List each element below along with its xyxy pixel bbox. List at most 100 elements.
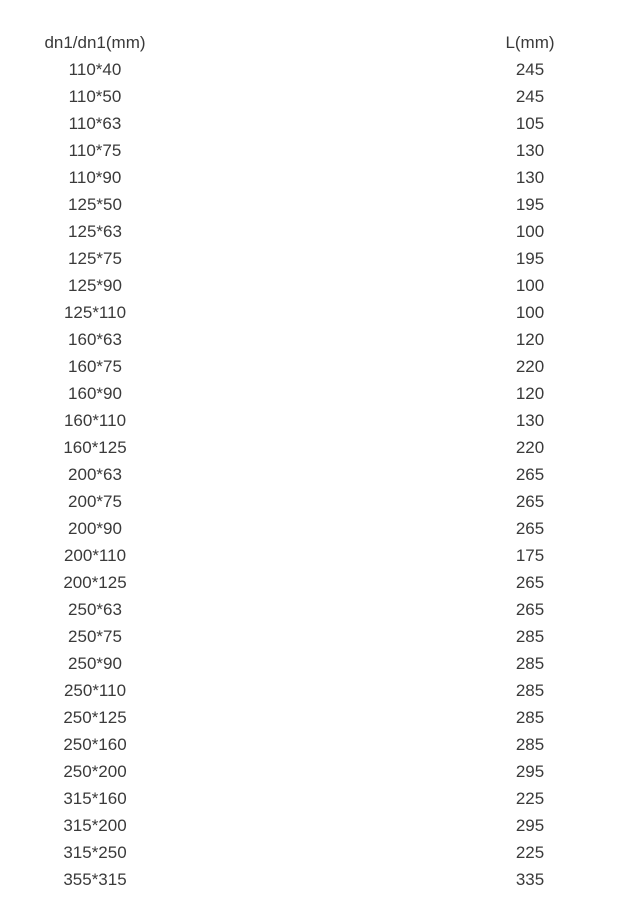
- l-value: 285: [515, 708, 545, 727]
- column-spacer: [190, 434, 434, 461]
- l-value: 265: [515, 573, 545, 592]
- dn-value: 160*63: [68, 330, 122, 349]
- column-spacer: [190, 623, 434, 650]
- table-row: 200*63 265: [0, 461, 626, 488]
- l-value: 285: [515, 735, 545, 754]
- column-spacer: [190, 218, 434, 245]
- l-value: 245: [515, 60, 545, 79]
- l-value: 130: [515, 168, 545, 187]
- l-value: 130: [515, 411, 545, 430]
- table-row: 250*160 285: [0, 731, 626, 758]
- dn-value: 125*75: [68, 249, 122, 268]
- l-value: 105: [515, 114, 545, 133]
- l-value: 100: [515, 303, 545, 322]
- table-row: 250*63 265: [0, 596, 626, 623]
- l-value: 220: [515, 438, 545, 457]
- dn-value: 125*63: [68, 222, 122, 241]
- dn-value: 125*50: [68, 195, 122, 214]
- table-row: 125*63 100: [0, 218, 626, 245]
- dn-value: 200*125: [63, 573, 127, 592]
- l-value: 265: [515, 600, 545, 619]
- table-row: 250*75 285: [0, 623, 626, 650]
- column-spacer: [190, 650, 434, 677]
- table-row: 250*90 285: [0, 650, 626, 677]
- table-row: 250*200 295: [0, 758, 626, 785]
- dn-value: 110*40: [68, 60, 122, 79]
- dn-value: 200*63: [68, 465, 122, 484]
- l-value: 120: [515, 330, 545, 349]
- dn-value: 160*75: [68, 357, 122, 376]
- l-value: 175: [515, 546, 545, 565]
- dn-value: 125*110: [63, 303, 127, 322]
- column-spacer: [190, 758, 434, 785]
- column-spacer: [190, 29, 434, 56]
- dn-value: 250*160: [63, 735, 127, 754]
- l-value: 285: [515, 627, 545, 646]
- table-row: 315*160 225: [0, 785, 626, 812]
- dn-value: 315*250: [63, 843, 127, 862]
- table-row: 160*125 220: [0, 434, 626, 461]
- column-spacer: [190, 245, 434, 272]
- column-spacer: [190, 110, 434, 137]
- column-spacer: [190, 677, 434, 704]
- l-value: 295: [515, 816, 545, 835]
- table-row: 125*90 100: [0, 272, 626, 299]
- table-row: 110*50 245: [0, 83, 626, 110]
- size-table: dn1/dn1(mm) L(mm) 110*40 245 110*50 245 …: [0, 29, 626, 893]
- dn-value: 200*90: [68, 519, 122, 538]
- column-spacer: [190, 596, 434, 623]
- dn-value: 110*63: [68, 114, 122, 133]
- dn-value: 160*90: [68, 384, 122, 403]
- column-spacer: [190, 272, 434, 299]
- dn-value: 110*50: [68, 87, 122, 106]
- table-row: 315*200 295: [0, 812, 626, 839]
- table-row: 110*63 105: [0, 110, 626, 137]
- table-row: 125*50 195: [0, 191, 626, 218]
- table-row: 250*110 285: [0, 677, 626, 704]
- column-header-dn: dn1/dn1(mm): [44, 33, 146, 52]
- column-spacer: [190, 380, 434, 407]
- dn-value: 250*90: [68, 654, 122, 673]
- dn-value: 250*125: [63, 708, 127, 727]
- l-value: 195: [515, 249, 545, 268]
- column-spacer: [190, 56, 434, 83]
- l-value: 265: [515, 519, 545, 538]
- dn-value: 160*125: [63, 438, 127, 457]
- column-spacer: [190, 461, 434, 488]
- dn-value: 250*75: [68, 627, 122, 646]
- table-row: 160*75 220: [0, 353, 626, 380]
- column-spacer: [190, 785, 434, 812]
- l-value: 335: [515, 870, 545, 889]
- dn-value: 250*110: [63, 681, 127, 700]
- table-row: 200*90 265: [0, 515, 626, 542]
- table-header-row: dn1/dn1(mm) L(mm): [0, 29, 626, 56]
- l-value: 195: [515, 195, 545, 214]
- dn-value: 355*315: [63, 870, 127, 889]
- l-value: 295: [515, 762, 545, 781]
- column-spacer: [190, 542, 434, 569]
- dn-value: 250*63: [68, 600, 122, 619]
- table-row: 110*90 130: [0, 164, 626, 191]
- table-row: 160*63 120: [0, 326, 626, 353]
- column-spacer: [190, 704, 434, 731]
- table-row: 315*250 225: [0, 839, 626, 866]
- l-value: 130: [515, 141, 545, 160]
- table-row: 110*75 130: [0, 137, 626, 164]
- column-spacer: [190, 353, 434, 380]
- column-spacer: [190, 866, 434, 893]
- column-spacer: [190, 137, 434, 164]
- column-spacer: [190, 191, 434, 218]
- l-value: 225: [515, 789, 545, 808]
- dn-value: 315*160: [63, 789, 127, 808]
- table-row: 160*90 120: [0, 380, 626, 407]
- column-spacer: [190, 326, 434, 353]
- dn-value: 250*200: [63, 762, 127, 781]
- table-row: 160*110 130: [0, 407, 626, 434]
- column-spacer: [190, 812, 434, 839]
- table-row: 355*315 335: [0, 866, 626, 893]
- dn-value: 315*200: [63, 816, 127, 835]
- dn-value: 110*90: [68, 168, 122, 187]
- l-value: 100: [515, 222, 545, 241]
- table-body: 110*40 245 110*50 245 110*63 105 110*75 …: [0, 56, 626, 893]
- l-value: 285: [515, 654, 545, 673]
